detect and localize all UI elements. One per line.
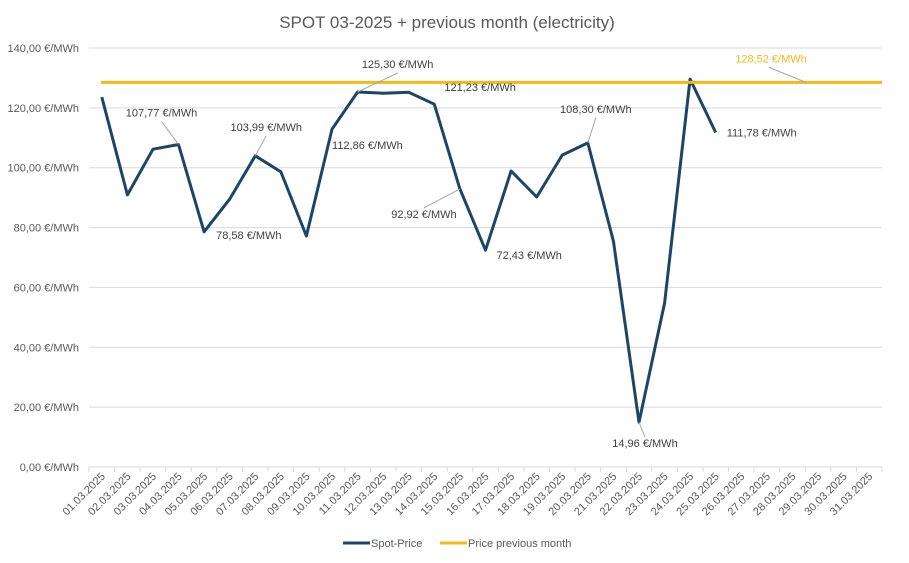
data-label: 103,99 €/MWh — [231, 122, 303, 134]
y-tick-label: 20,00 €/MWh — [14, 402, 79, 414]
y-tick-label: 100,00 €/MWh — [7, 163, 79, 175]
y-axis-ticks: 0,00 €/MWh 20,00 €/MWh 40,00 €/MWh 60,00 €/… — [7, 43, 79, 474]
data-label-leader — [423, 188, 461, 209]
data-label: 108,30 €/MWh — [560, 104, 632, 116]
data-label-leader — [161, 121, 179, 145]
chart-title: SPOT 03-2025 + previous month (electrici… — [279, 13, 615, 32]
y-tick-label: 120,00 €/MWh — [7, 103, 79, 115]
y-tick-label: 40,00 €/MWh — [14, 342, 79, 354]
data-label-leader — [254, 135, 267, 157]
y-tick-label: 80,00 €/MWh — [14, 223, 79, 235]
data-label-leader — [768, 66, 807, 83]
y-tick-label: 60,00 €/MWh — [14, 282, 79, 294]
data-label-leader — [638, 422, 646, 438]
legend: Spot-Price Price previous month — [343, 538, 571, 550]
data-label: 78,58 €/MWh — [216, 230, 281, 242]
x-axis: 01.03.202502.03.202503.03.202504.03.2025… — [60, 467, 883, 518]
legend-label-spot-price: Spot-Price — [371, 538, 422, 550]
data-label: 14,96 €/MWh — [612, 438, 677, 450]
data-label-leader — [357, 72, 398, 93]
data-labels: 107,77 €/MWh 78,58 €/MWh 103,99 €/MWh 112,8… — [126, 53, 807, 450]
data-label-leader — [587, 117, 597, 144]
y-tick-label: 140,00 €/MWh — [7, 43, 79, 55]
data-label: 121,23 €/MWh — [444, 82, 516, 94]
y-tick-label: 0,00 €/MWh — [20, 462, 79, 474]
series-group — [100, 77, 882, 424]
data-label: 128,52 €/MWh — [735, 53, 807, 65]
gridlines — [89, 47, 882, 468]
series-line-spot-price — [100, 77, 718, 424]
data-label: 111,78 €/MWh — [727, 127, 797, 139]
data-label: 72,43 €/MWh — [497, 250, 562, 262]
data-label: 107,77 €/MWh — [126, 107, 198, 119]
data-label: 125,30 €/MWh — [362, 59, 434, 71]
legend-label-price-previous-month: Price previous month — [468, 538, 571, 550]
data-label: 112,86 €/MWh — [332, 140, 403, 152]
data-label: 92,92 €/MWh — [391, 209, 456, 221]
